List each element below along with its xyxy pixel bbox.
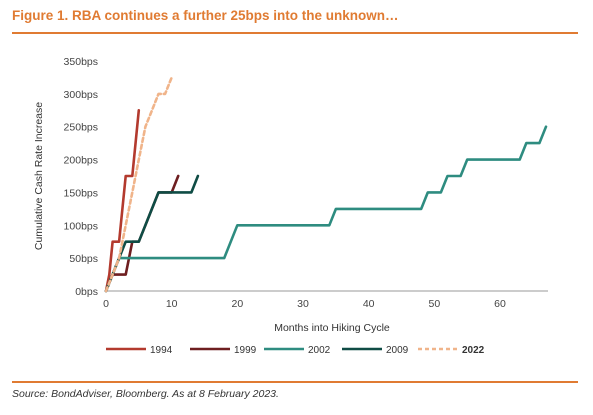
y-tick-label: 200bps — [64, 155, 98, 167]
x-axis-label: Months into Hiking Cycle — [274, 322, 390, 334]
x-tick-label: 30 — [297, 298, 309, 310]
y-tick-label: 0bps — [75, 286, 98, 298]
y-tick-label: 300bps — [64, 89, 98, 101]
y-tick-label: 250bps — [64, 122, 98, 134]
legend-label-1994: 1994 — [150, 345, 173, 356]
source-divider — [12, 381, 578, 383]
x-tick-label: 10 — [166, 298, 178, 310]
chart-legend: 1994 1999 2002 2009 2022 — [106, 345, 485, 356]
x-tick-label: 40 — [363, 298, 375, 310]
x-tick-label: 60 — [494, 298, 506, 310]
x-tick-label: 20 — [231, 298, 243, 310]
x-tick-label: 0 — [103, 298, 109, 310]
series-line-1994 — [104, 109, 141, 293]
legend-label-2022: 2022 — [462, 345, 485, 356]
y-axis-ticks: 0bps 50bps 100bps 150bps 200bps 250bps 300bps 3… — [64, 56, 98, 298]
x-axis-ticks: 0 10 20 30 40 50 60 — [103, 298, 506, 310]
y-tick-label: 50bps — [69, 253, 98, 265]
series-lines — [104, 76, 548, 293]
series-line-2002 — [104, 125, 548, 293]
line-chart: 0bps 50bps 100bps 150bps 200bps 250bps 300bps 3… — [33, 56, 548, 356]
x-tick-label: 50 — [429, 298, 441, 310]
series-line-2022 — [104, 76, 173, 293]
legend-label-2002: 2002 — [308, 345, 331, 356]
y-tick-label: 350bps — [64, 56, 98, 68]
y-axis-label: Cumulative Cash Rate Increase — [33, 102, 45, 250]
legend-label-2009: 2009 — [386, 345, 409, 356]
y-tick-label: 100bps — [64, 220, 98, 232]
y-tick-label: 150bps — [64, 187, 98, 199]
source-note: Source: BondAdviser, Bloomberg. As at 8 … — [12, 388, 279, 400]
legend-label-1999: 1999 — [234, 345, 257, 356]
page-title: Figure 1. RBA continues a further 25bps … — [12, 8, 399, 23]
title-divider — [12, 32, 578, 34]
